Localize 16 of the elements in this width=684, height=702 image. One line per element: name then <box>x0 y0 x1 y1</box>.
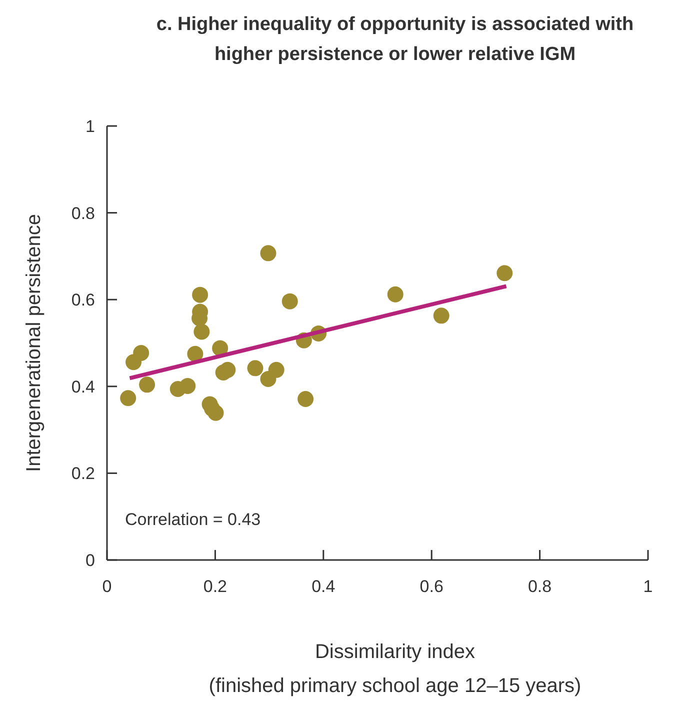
y-tick-label: 0.6 <box>71 290 95 310</box>
x-tick-label: 0.2 <box>203 577 228 596</box>
y-tick-label: 1 <box>86 116 95 136</box>
x-tick-label: 0 <box>102 577 112 596</box>
y-axis-title: Intergenerational persistence <box>23 214 45 472</box>
y-tick-label: 0.8 <box>71 204 95 223</box>
x-tick-label: 0.6 <box>420 577 444 596</box>
x-axis-title: Dissimilarity index (finished primary school age 12–15 years) <box>208 641 582 697</box>
y-tick-label: 0.4 <box>71 377 95 396</box>
x-tick-label: 0.4 <box>312 577 336 596</box>
y-tick-label: 0.2 <box>71 464 95 484</box>
x-tick-label: 1 <box>643 577 653 596</box>
x-tick-label: 0.8 <box>528 577 552 596</box>
y-tick-label: 0 <box>86 550 95 570</box>
chart-title: c. Higher inequality of opportunity is associated with higher persistence or lower relative IGM <box>156 14 634 65</box>
annotation: Correlation = 0.43 <box>125 510 261 529</box>
